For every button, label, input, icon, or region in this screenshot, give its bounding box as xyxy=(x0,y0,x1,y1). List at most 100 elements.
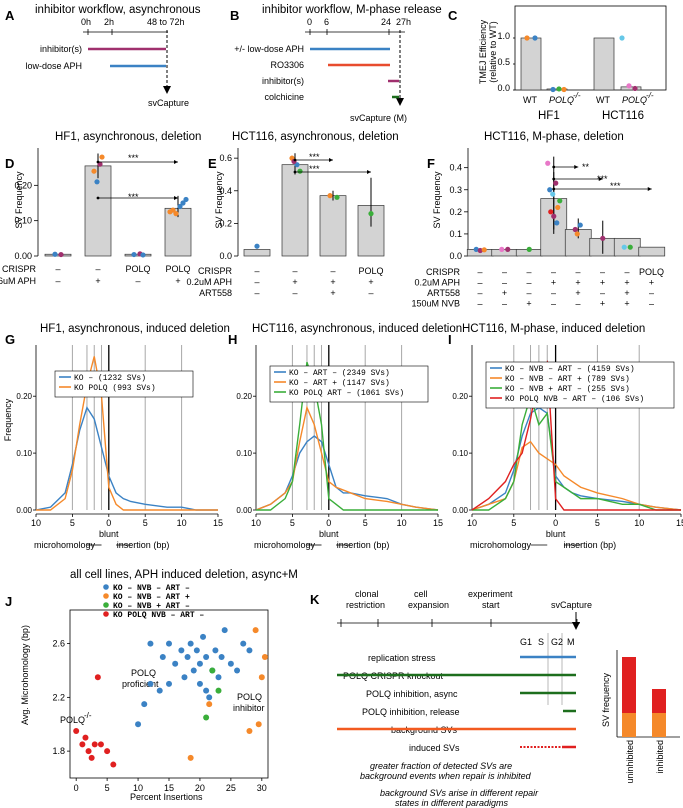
blunt-label: blunt xyxy=(319,529,339,539)
data-point xyxy=(166,680,172,687)
data-point xyxy=(187,754,194,761)
panel-c: C TMEJ Efficiency (relative to WT) 0.0 0… xyxy=(448,5,667,122)
legend-label: KO – (1232 SVs) xyxy=(74,374,146,383)
data-point xyxy=(572,226,578,233)
group-label: WT xyxy=(596,95,610,105)
panel-j: J all cell lines, APH induced deletion, … xyxy=(5,569,298,802)
bar xyxy=(319,195,347,257)
note: greater fraction of detected SVs are xyxy=(370,761,512,771)
cell-line-label: HF1 xyxy=(538,110,560,122)
row-label: POLQ inhibition, async xyxy=(366,689,458,699)
bar-background xyxy=(652,713,666,737)
y-tick: 0.10 xyxy=(16,449,32,458)
condition-value: + xyxy=(551,278,556,288)
end-label: svCapture xyxy=(148,98,189,108)
y-label-2: (relative to WT) xyxy=(488,21,498,83)
bar-background xyxy=(622,713,636,737)
data-point xyxy=(561,86,567,93)
condition-value: + xyxy=(526,299,531,309)
condition-value: – xyxy=(477,267,482,277)
data-point xyxy=(104,748,111,755)
annotation: POLQ xyxy=(131,668,156,678)
data-point xyxy=(574,231,580,237)
data-point xyxy=(141,701,148,708)
data-point xyxy=(203,687,210,694)
legend-label: KO – NVB – ART – (4159 SVs) xyxy=(505,365,635,374)
data-point xyxy=(178,647,185,654)
data-point xyxy=(252,627,259,634)
condition-label: ART558 xyxy=(199,288,232,298)
legend-swatch xyxy=(103,602,109,608)
panel-letter: H xyxy=(228,332,237,347)
data-point xyxy=(215,687,222,694)
bar-induced xyxy=(622,657,636,713)
data-point xyxy=(215,674,222,681)
condition-value: – xyxy=(551,299,556,309)
y-tick: 0.3 xyxy=(449,185,462,195)
x-tick: 0 xyxy=(74,783,79,793)
phase: M xyxy=(567,637,575,647)
data-point xyxy=(234,667,241,674)
legend-label: KO – ART + (1147 SVs) xyxy=(289,379,390,388)
panel-title: HCT116, M-phase, deletion xyxy=(484,131,624,143)
bar xyxy=(281,164,309,257)
significance: *** xyxy=(610,181,621,191)
condition-value: POLQ xyxy=(639,267,664,277)
data-point xyxy=(147,680,154,687)
data-point xyxy=(177,203,183,210)
sig-end xyxy=(552,177,556,181)
x-tick: 10 xyxy=(177,518,187,528)
data-point xyxy=(180,200,186,206)
sig-end xyxy=(552,165,556,169)
data-point xyxy=(554,220,560,226)
significance: *** xyxy=(128,153,139,163)
phase: S xyxy=(538,637,544,647)
condition-value: – xyxy=(292,288,297,298)
x-tick: 15 xyxy=(164,783,174,793)
condition-label: 0.2uM APH xyxy=(186,277,232,287)
condition-value: + xyxy=(292,277,297,287)
data-point xyxy=(621,244,627,250)
panel-letter: D xyxy=(5,156,14,171)
data-point xyxy=(190,667,197,674)
bar xyxy=(44,253,72,257)
legend-label: KO – NVB – ART – xyxy=(113,584,190,593)
y-tick: 0.6 xyxy=(219,153,232,163)
panel-letter: K xyxy=(310,592,320,607)
left-label: microhomology xyxy=(34,540,96,550)
data-point xyxy=(577,222,583,228)
y-ticks: 0.0 0.5 1.0 xyxy=(497,31,510,93)
series-line xyxy=(471,406,682,511)
y-tick: 0.00 xyxy=(452,506,468,515)
legend-label: KO – NVB + ART – (255 SVs) xyxy=(505,385,630,394)
note: background events when repair is inhibit… xyxy=(360,771,532,781)
x-tick: 30 xyxy=(257,783,267,793)
data-point xyxy=(368,211,374,217)
x-tick: 10 xyxy=(467,518,477,528)
condition-value: – xyxy=(600,267,605,277)
data-point xyxy=(255,721,262,728)
bar-x-label: uninhibited xyxy=(625,740,635,784)
group-label: WT xyxy=(523,95,537,105)
blunt-label: blunt xyxy=(546,529,566,539)
panel-b: B inhibitor workflow, M-phase release 0 … xyxy=(230,4,442,123)
header: clonal xyxy=(355,589,379,599)
data-point xyxy=(246,727,253,734)
row-aph: low-dose APH xyxy=(25,61,82,71)
data-point xyxy=(218,654,225,661)
x-tick: 10 xyxy=(31,518,41,528)
cell-line-label: HCT116 xyxy=(602,110,644,122)
y-tick: 0.2 xyxy=(219,218,232,228)
data-point xyxy=(557,198,563,204)
condition-value: – xyxy=(330,266,335,276)
data-point xyxy=(481,247,487,253)
data-point xyxy=(505,246,511,252)
sig-arrow xyxy=(598,177,603,181)
data-point xyxy=(227,660,234,667)
group-label-sup: -/- xyxy=(573,91,581,100)
panel-letter: J xyxy=(5,594,12,609)
bar xyxy=(243,249,271,257)
panel-title: HCT116, M-phase, induced deletion xyxy=(462,323,645,335)
x-tick: 0 xyxy=(106,518,111,528)
